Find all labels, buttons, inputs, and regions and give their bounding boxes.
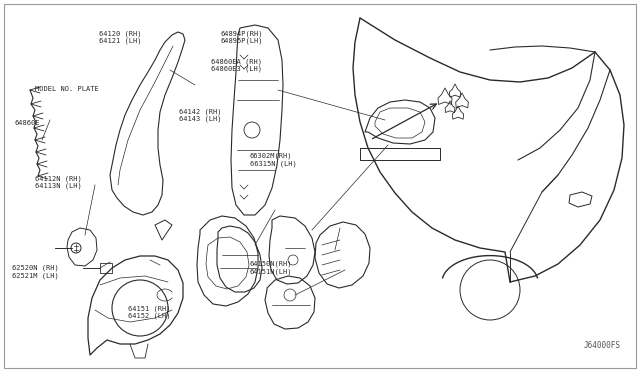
Text: J64000FS: J64000FS [584, 341, 621, 350]
Text: MODEL NO. PLATE: MODEL NO. PLATE [35, 86, 99, 92]
Text: 64860EA (RH)
64860E3 (LH): 64860EA (RH) 64860E3 (LH) [211, 58, 262, 72]
Text: 64112N (RH)
64113N (LH): 64112N (RH) 64113N (LH) [35, 175, 82, 189]
Text: 64142 (RH)
64143 (LH): 64142 (RH) 64143 (LH) [179, 108, 221, 122]
Text: 64151 (RH)
64152 (LH): 64151 (RH) 64152 (LH) [128, 305, 170, 320]
Text: 64150N(RH)
64151N(LH): 64150N(RH) 64151N(LH) [250, 261, 292, 275]
Text: 62520N (RH)
62521M (LH): 62520N (RH) 62521M (LH) [12, 264, 58, 279]
Text: 66302M(RH)
66315N (LH): 66302M(RH) 66315N (LH) [250, 153, 296, 167]
Text: 64894P(RH)
64895P(LH): 64894P(RH) 64895P(LH) [221, 30, 263, 44]
Text: 64120 (RH)
64121 (LH): 64120 (RH) 64121 (LH) [99, 30, 141, 44]
Text: 64860E: 64860E [14, 120, 40, 126]
